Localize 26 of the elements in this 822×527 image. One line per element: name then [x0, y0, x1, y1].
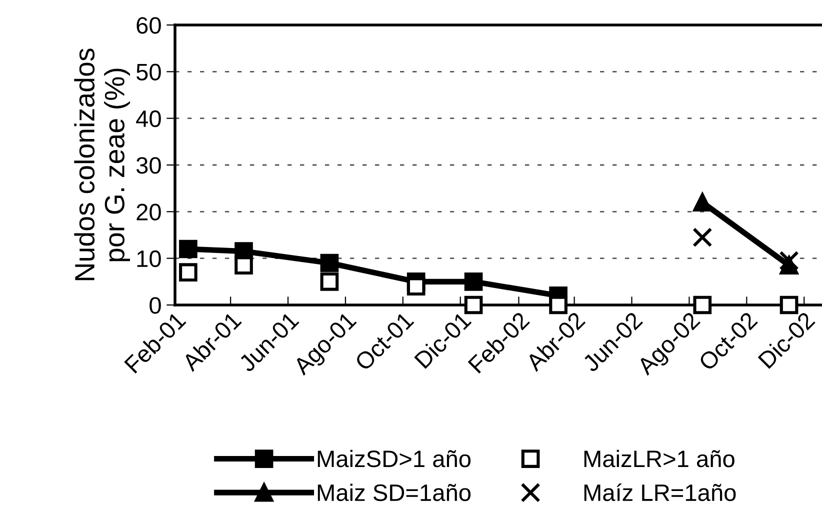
y-axis-title: Nudos colonizados por G. zeae (%): [74, 48, 130, 280]
legend-label: Maíz LR=1año: [584, 483, 736, 502]
y-tick-label: 30: [136, 157, 161, 174]
y-tick-label: 50: [136, 64, 161, 80]
point: [693, 193, 712, 212]
point: [780, 296, 798, 314]
point: [234, 256, 253, 274]
y-tick-label: 40: [136, 110, 161, 128]
y-tick-label: 60: [136, 17, 161, 34]
point: [549, 296, 568, 314]
point: [179, 263, 198, 282]
point: [779, 250, 799, 271]
y-tick-label: 20: [136, 204, 161, 220]
point: [693, 296, 712, 314]
legend-label: Maiz SD=1año: [318, 484, 471, 502]
point: [692, 227, 712, 248]
legend-label: MaizSD>1 año: [318, 450, 471, 468]
point: [464, 296, 483, 314]
y-tick-label: 0: [150, 297, 161, 314]
point: [179, 240, 198, 258]
y-tick-label: 10: [137, 250, 161, 268]
legend-label: MaizLR>1 año: [584, 450, 734, 468]
point: [320, 272, 339, 291]
point: [320, 254, 339, 272]
point: [464, 272, 483, 291]
point: [406, 277, 426, 296]
